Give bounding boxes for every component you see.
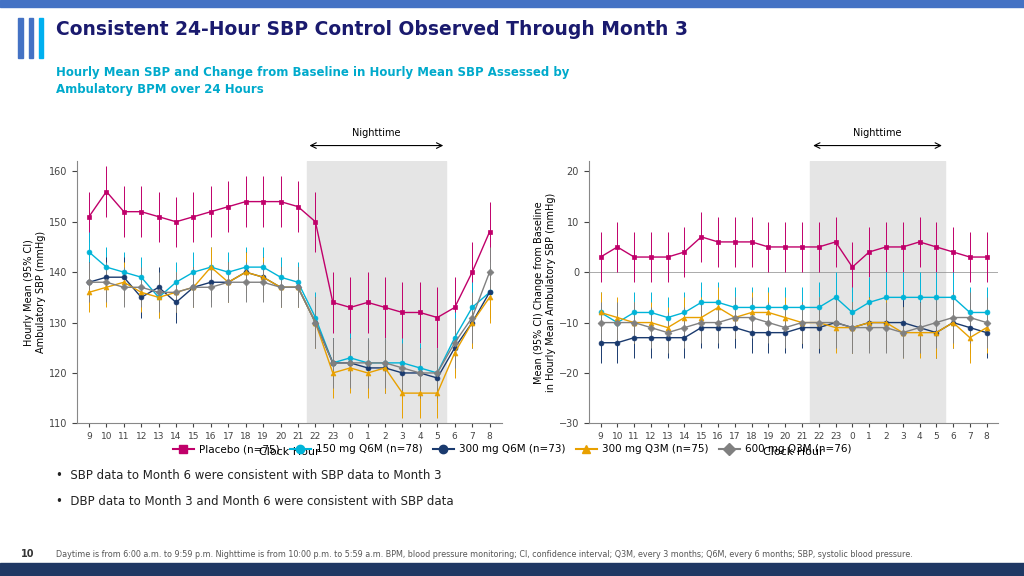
- Text: Nighttime: Nighttime: [853, 128, 902, 138]
- Bar: [810, 161, 945, 423]
- X-axis label: Clock Hour: Clock Hour: [259, 447, 319, 457]
- X-axis label: Clock Hour: Clock Hour: [763, 447, 824, 457]
- Text: Daytime is from 6:00 a.m. to 9:59 p.m. Nighttime is from 10:00 p.m. to 5:59 a.m.: Daytime is from 6:00 a.m. to 9:59 p.m. N…: [56, 550, 913, 559]
- Text: 10: 10: [20, 549, 34, 559]
- Text: •  DBP data to Month 3 and Month 6 were consistent with SBP data: • DBP data to Month 3 and Month 6 were c…: [56, 495, 454, 509]
- Text: Consistent 24-Hour SBP Control Observed Through Month 3: Consistent 24-Hour SBP Control Observed …: [56, 20, 688, 39]
- Legend: Placebo (n=75), 150 mg Q6M (n=78), 300 mg Q6M (n=73), 300 mg Q3M (n=75), 600 mg : Placebo (n=75), 150 mg Q6M (n=78), 300 m…: [169, 440, 855, 458]
- Y-axis label: Hourly Mean (95% CI)
Ambulatory SBP (mmHg): Hourly Mean (95% CI) Ambulatory SBP (mmH…: [25, 231, 46, 354]
- Y-axis label: Mean (95% CI) Change from Baseline
in Hourly Mean Ambulatory SBP (mmHg): Mean (95% CI) Change from Baseline in Ho…: [535, 193, 556, 392]
- Text: Nighttime: Nighttime: [352, 128, 400, 138]
- Text: Hourly Mean SBP and Change from Baseline in Hourly Mean SBP Assessed by
Ambulato: Hourly Mean SBP and Change from Baseline…: [56, 66, 569, 96]
- Bar: [307, 161, 446, 423]
- Text: •  SBP data to Month 6 were consistent with SBP data to Month 3: • SBP data to Month 6 were consistent wi…: [56, 469, 441, 483]
